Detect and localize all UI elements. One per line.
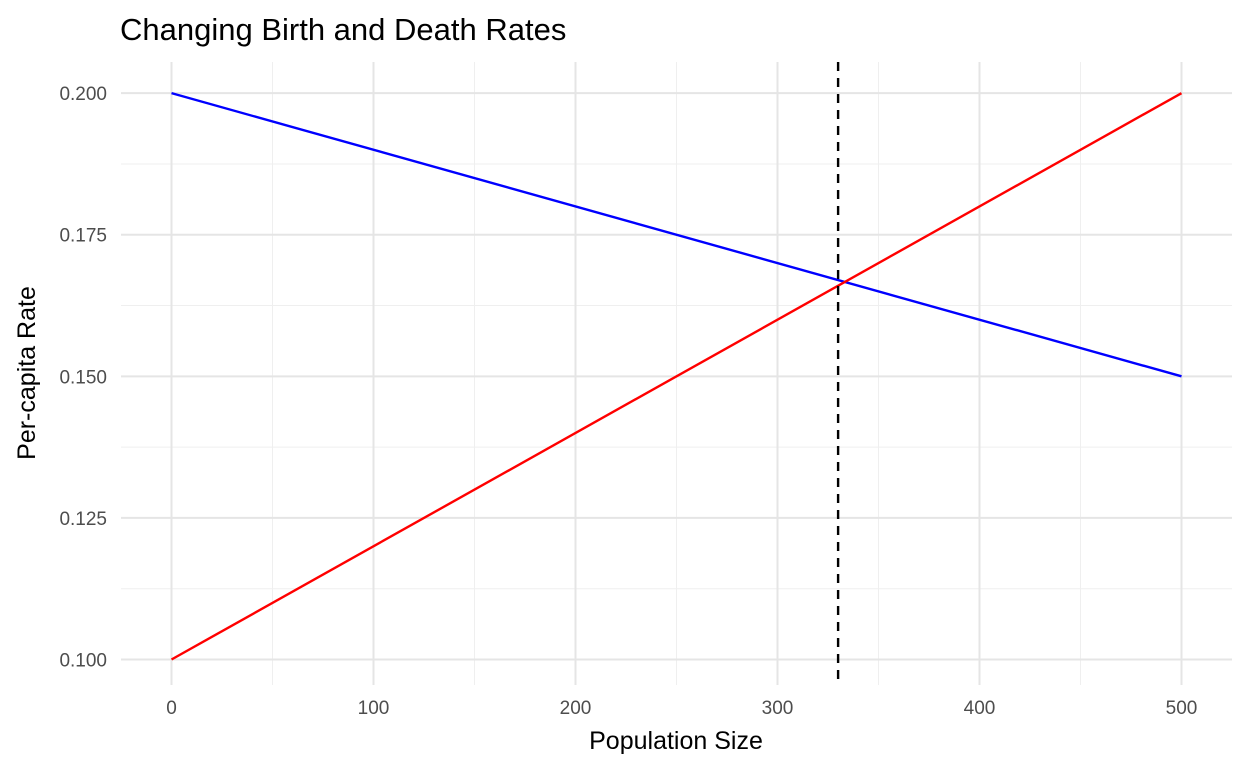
y-tick-label: 0.125 [59,509,107,530]
x-tick-label: 300 [762,698,794,719]
y-tick-label: 0.150 [59,367,107,388]
y-tick-labels: 0.100 0.125 0.150 0.175 0.200 [59,84,107,671]
y-axis-title: Per-capita Rate [13,286,41,460]
chart-title: Changing Birth and Death Rates [120,12,566,47]
y-tick-label: 0.100 [59,651,107,672]
series-line-2 [170,92,1183,661]
y-tick-label: 0.200 [59,84,107,105]
y-tick-label: 0.175 [59,226,107,247]
x-tick-label: 400 [964,698,996,719]
x-tick-label: 200 [560,698,592,719]
series-line-1 [171,91,1182,378]
series-lines [170,91,1183,661]
grid [121,62,1232,685]
x-tick-label: 500 [1166,698,1198,719]
x-tick-label: 100 [358,698,390,719]
x-tick-label: 0 [166,698,177,719]
x-axis-title: Population Size [589,727,763,755]
x-tick-labels: 0 100 200 300 400 500 [166,698,1197,719]
